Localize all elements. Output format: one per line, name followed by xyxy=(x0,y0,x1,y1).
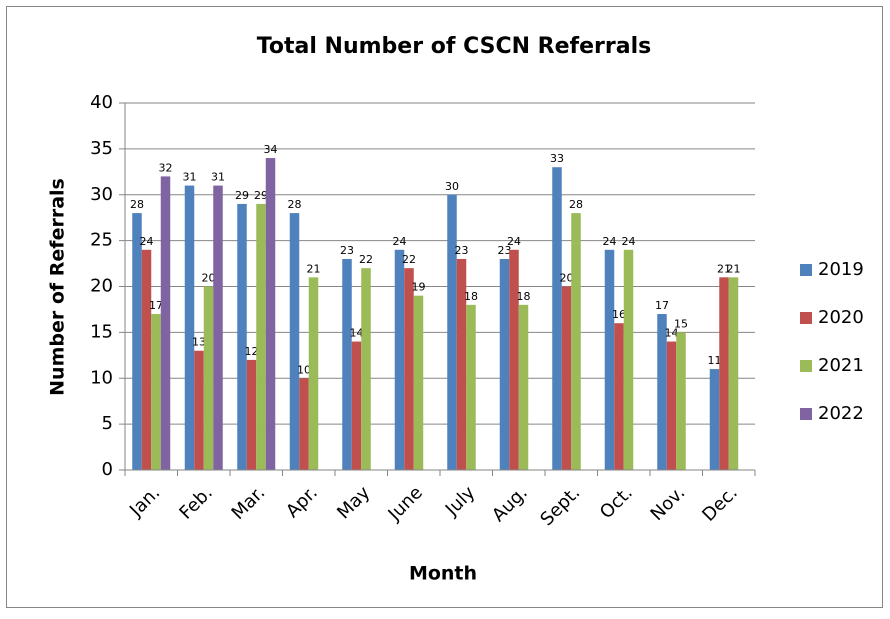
bar xyxy=(614,323,624,470)
bar xyxy=(141,249,152,470)
data-label: 31 xyxy=(183,171,197,184)
data-label: 28 xyxy=(569,198,583,211)
data-label: 34 xyxy=(264,143,278,156)
y-tick-label: 35 xyxy=(90,138,113,159)
data-label: 21 xyxy=(307,262,321,275)
legend-swatch xyxy=(800,408,812,420)
legend-label: 2021 xyxy=(818,355,864,376)
legend-swatch xyxy=(800,264,812,276)
y-tick-label: 0 xyxy=(102,459,113,480)
y-tick-label: 15 xyxy=(90,321,113,342)
data-label: 21 xyxy=(717,262,731,275)
data-label: 14 xyxy=(665,327,679,340)
bar xyxy=(657,314,667,470)
data-label: 20 xyxy=(560,272,574,285)
bar xyxy=(604,249,615,470)
bar xyxy=(666,341,677,470)
bar xyxy=(308,277,319,470)
bar xyxy=(518,304,529,470)
bar xyxy=(561,286,572,470)
data-label: 24 xyxy=(140,235,154,248)
bar xyxy=(361,268,371,470)
bar xyxy=(132,213,142,470)
data-label: 22 xyxy=(402,253,416,266)
data-label: 18 xyxy=(517,290,531,303)
data-label: 28 xyxy=(288,198,302,211)
data-label: 24 xyxy=(507,235,521,248)
bar xyxy=(447,194,457,470)
data-label: 24 xyxy=(603,235,617,248)
data-label: 17 xyxy=(655,299,669,312)
bar xyxy=(413,295,424,470)
bar xyxy=(289,213,300,470)
bar xyxy=(203,286,214,470)
data-label: 22 xyxy=(359,253,373,266)
bar xyxy=(160,176,171,470)
bar xyxy=(623,249,634,470)
data-label: 29 xyxy=(235,189,249,202)
x-axis-title: Month xyxy=(409,563,477,585)
bar xyxy=(466,304,476,470)
data-label: 19 xyxy=(412,281,426,294)
bar xyxy=(265,158,276,471)
y-tick-label: 40 xyxy=(90,92,113,113)
y-tick-label: 20 xyxy=(90,276,113,297)
data-label: 14 xyxy=(350,327,364,340)
data-label: 12 xyxy=(245,345,259,358)
legend-label: 2022 xyxy=(818,403,864,424)
bar xyxy=(571,213,581,470)
bar xyxy=(509,249,519,470)
data-label: 30 xyxy=(445,180,459,193)
bar xyxy=(456,258,467,470)
data-label: 24 xyxy=(393,235,407,248)
bar xyxy=(237,203,247,471)
y-tick-label: 5 xyxy=(102,413,113,434)
data-label: 10 xyxy=(297,363,311,376)
data-label: 21 xyxy=(727,262,741,275)
data-label: 23 xyxy=(455,244,469,257)
bar xyxy=(404,268,414,470)
bar xyxy=(552,167,562,470)
bar xyxy=(194,350,204,470)
data-label: 23 xyxy=(340,244,354,257)
data-label: 31 xyxy=(211,171,225,184)
legend-swatch xyxy=(800,360,812,372)
bar xyxy=(394,249,405,470)
data-label: 15 xyxy=(674,317,688,330)
y-axis-title: Number of Referrals xyxy=(47,178,69,396)
data-label: 28 xyxy=(130,198,144,211)
data-label: 29 xyxy=(254,189,268,202)
bar xyxy=(256,203,266,471)
y-tick-label: 25 xyxy=(90,230,113,251)
data-label: 11 xyxy=(708,354,722,367)
bar xyxy=(151,314,161,470)
bar xyxy=(213,185,223,470)
bar xyxy=(676,332,686,470)
data-label: 18 xyxy=(464,290,478,303)
bar xyxy=(184,185,195,470)
data-label: 17 xyxy=(149,299,163,312)
bar xyxy=(719,277,729,470)
bar xyxy=(246,359,257,470)
bar xyxy=(499,258,510,470)
y-tick-label: 30 xyxy=(90,184,113,205)
data-label: 24 xyxy=(622,235,636,248)
bar xyxy=(728,277,739,470)
legend-label: 2019 xyxy=(818,259,864,280)
data-label: 32 xyxy=(159,161,173,174)
data-label: 23 xyxy=(498,244,512,257)
bar xyxy=(299,378,309,470)
data-label: 16 xyxy=(612,308,626,321)
bar xyxy=(709,369,720,470)
y-tick-label: 10 xyxy=(90,367,113,388)
legend-swatch xyxy=(800,312,812,324)
bar xyxy=(342,258,352,470)
bar xyxy=(351,341,362,470)
chart-title: Total Number of CSCN Referrals xyxy=(257,34,651,59)
data-label: 13 xyxy=(192,336,206,349)
data-label: 20 xyxy=(202,272,216,285)
legend-label: 2020 xyxy=(818,307,864,328)
data-label: 33 xyxy=(550,152,564,165)
